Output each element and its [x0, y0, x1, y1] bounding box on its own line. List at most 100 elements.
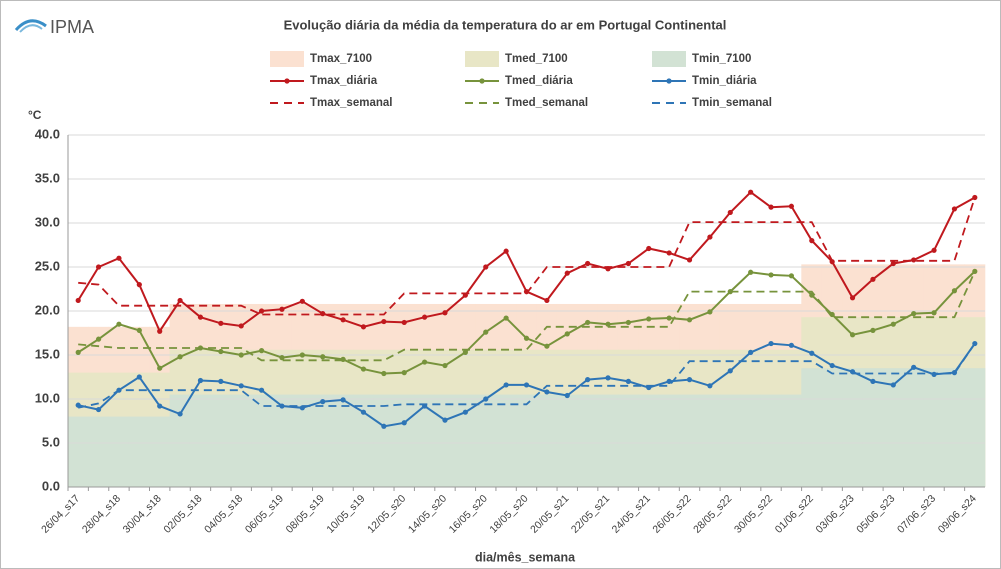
point	[136, 374, 142, 380]
legend-label: Tmax_diária	[310, 75, 378, 87]
point	[625, 319, 631, 326]
point	[666, 250, 672, 256]
chart-title: Evolução diária da média da temperatura …	[284, 17, 727, 32]
point	[483, 396, 489, 402]
normal-band	[516, 394, 537, 487]
point	[829, 259, 835, 265]
normal-band	[291, 394, 313, 487]
point	[258, 387, 265, 393]
normal-band	[923, 368, 945, 487]
normal-band	[617, 394, 639, 487]
point	[585, 260, 591, 267]
point	[340, 317, 346, 323]
normal-band	[536, 394, 558, 487]
point	[442, 362, 448, 369]
normal-band	[577, 394, 599, 487]
point	[727, 209, 733, 216]
normal-band	[414, 394, 436, 487]
point	[646, 316, 652, 322]
point	[686, 317, 693, 323]
point	[931, 310, 937, 316]
point	[360, 324, 367, 330]
normal-band	[740, 394, 762, 487]
legend-label: Tmed_7100	[505, 53, 568, 65]
point	[523, 382, 530, 388]
logo: IPMA	[14, 17, 94, 37]
point	[585, 377, 591, 383]
legend-label: Tmin_diária	[692, 75, 757, 87]
point	[849, 332, 856, 338]
point	[646, 245, 652, 252]
point	[442, 310, 448, 316]
point	[523, 335, 530, 341]
point	[707, 309, 713, 315]
normal-band	[393, 394, 415, 487]
point	[483, 264, 489, 270]
point	[829, 311, 835, 318]
normal-band	[88, 416, 110, 487]
legend-label: Tmax_7100	[310, 53, 372, 65]
point	[177, 411, 183, 417]
normal-band	[882, 368, 904, 487]
y-tick-label: 30.0	[35, 214, 60, 229]
normal-band	[679, 394, 701, 487]
point	[972, 268, 978, 274]
normal-band	[169, 394, 191, 487]
point	[381, 370, 387, 377]
point	[768, 340, 774, 347]
normal-band	[862, 368, 884, 487]
normal-band	[556, 394, 578, 487]
point	[768, 204, 774, 210]
point	[136, 282, 142, 288]
point	[238, 352, 244, 358]
point	[483, 329, 489, 335]
normal-band	[495, 394, 517, 487]
point	[564, 331, 570, 337]
normal-band	[719, 394, 741, 487]
point	[462, 349, 468, 355]
normal-band	[638, 394, 660, 487]
legend-marker	[284, 78, 290, 84]
weekly-line	[78, 271, 976, 362]
point	[951, 206, 958, 212]
normal-band	[699, 394, 721, 487]
point	[238, 383, 244, 389]
weekly-line	[78, 197, 976, 316]
normal-band	[271, 394, 293, 487]
point	[197, 314, 204, 320]
point	[972, 194, 978, 201]
normal-band	[67, 416, 89, 487]
point	[381, 423, 387, 429]
y-unit: °C	[28, 108, 42, 122]
point	[585, 319, 591, 326]
normal-band	[760, 394, 782, 487]
point	[951, 288, 958, 294]
point	[727, 289, 733, 295]
point	[686, 257, 693, 263]
point	[931, 247, 937, 253]
point	[238, 323, 244, 329]
point	[707, 383, 713, 389]
point	[890, 382, 896, 388]
point	[442, 417, 448, 423]
point	[544, 343, 550, 349]
normal-band	[842, 368, 864, 487]
point	[870, 378, 876, 384]
point	[890, 321, 896, 327]
point	[95, 406, 102, 413]
point	[218, 320, 224, 326]
point	[503, 382, 509, 388]
normal-band	[903, 368, 925, 487]
point	[75, 297, 81, 304]
normal-band	[475, 394, 497, 487]
point	[748, 189, 754, 195]
normal-band	[964, 368, 986, 487]
normal-band	[780, 394, 802, 487]
normal-band	[597, 394, 619, 487]
point	[422, 314, 428, 320]
point	[605, 321, 611, 327]
point	[75, 349, 81, 355]
legend-label: Tmin_7100	[692, 53, 751, 65]
point	[686, 377, 693, 383]
y-tick-label: 35.0	[35, 170, 60, 185]
